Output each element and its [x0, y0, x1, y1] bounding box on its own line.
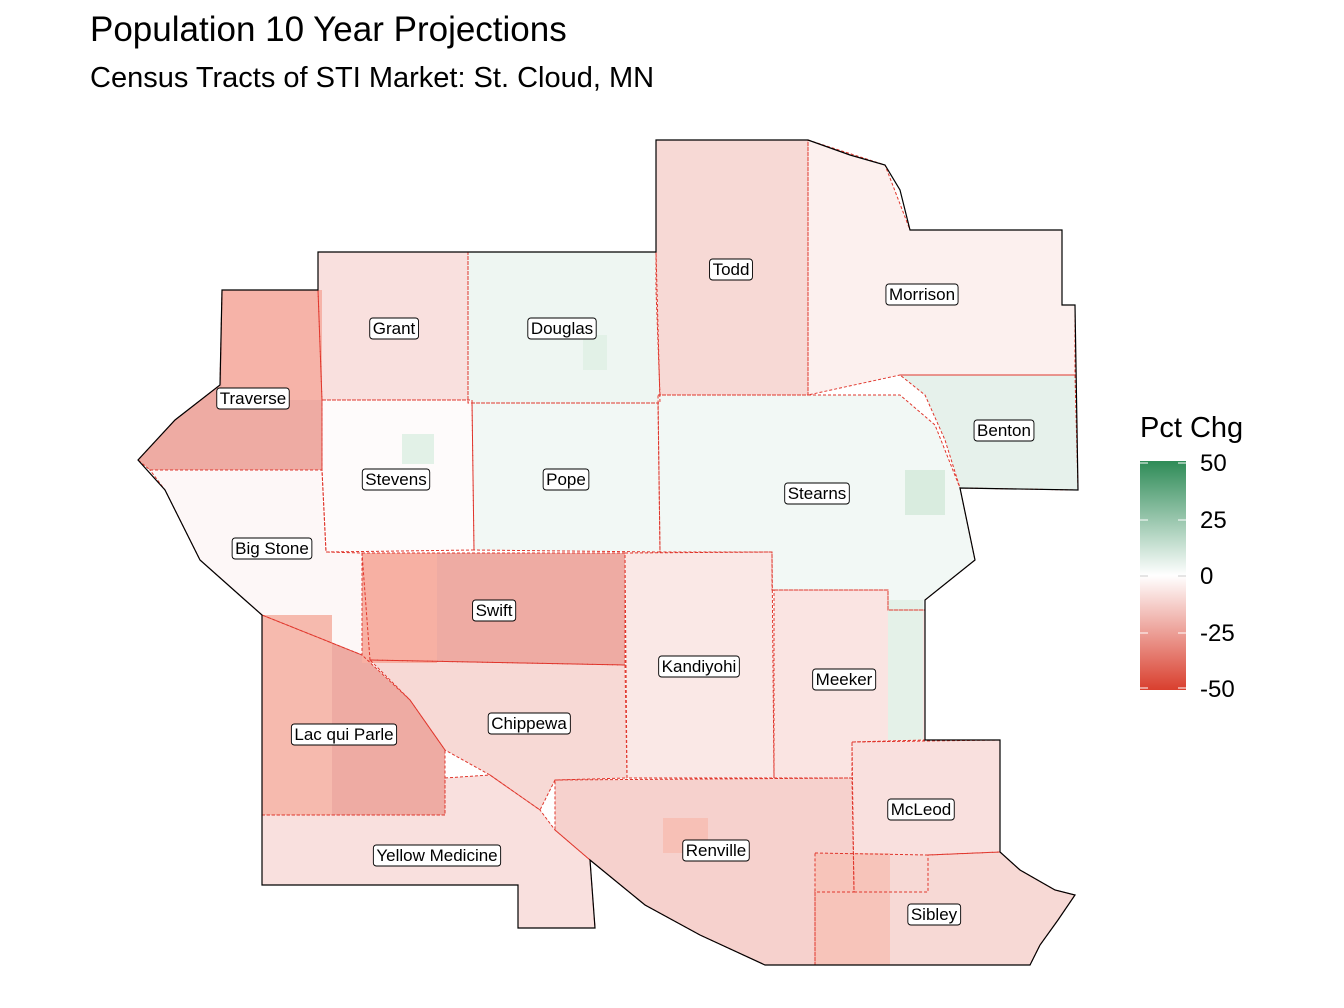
county-label-sibley: Sibley [907, 903, 962, 926]
county-label-stearns: Stearns [784, 482, 850, 505]
county-label-text: Traverse [220, 389, 286, 408]
county-border-morrison [807, 139, 1076, 396]
market-outline [137, 139, 1079, 966]
county-label-text: Renville [686, 841, 746, 860]
legend-title: Pct Chg [1140, 412, 1244, 444]
county-label-box [682, 839, 750, 862]
county-border-stevens [321, 399, 475, 553]
county-label-lac-qui-parle: Lac qui Parle [290, 723, 398, 746]
county-label-text: Yellow Medicine [376, 846, 497, 865]
county-label-box [472, 599, 517, 622]
county-label-box [907, 903, 962, 926]
county-label-text: Chippewa [491, 714, 567, 733]
county-label-box [361, 468, 431, 491]
county-label-stevens: Stevens [361, 468, 431, 491]
county-label-text: Sibley [911, 905, 958, 924]
county-label-grant: Grant [369, 317, 419, 340]
tract-patch [583, 335, 607, 370]
county-label-box [542, 468, 590, 491]
tract-patch [262, 615, 332, 815]
county-border-benton [898, 374, 1079, 491]
county-renville [555, 778, 854, 965]
county-label-box [784, 482, 850, 505]
legend-tick-label: 25 [1200, 507, 1227, 534]
county-label-box [231, 537, 313, 560]
county-label-text: Todd [713, 260, 750, 279]
county-label-traverse: Traverse [216, 387, 290, 410]
county-label-chippewa: Chippewa [487, 712, 571, 735]
tract-patch [222, 290, 322, 400]
county-label-text: Morrison [889, 285, 955, 304]
county-label-text: Benton [977, 421, 1031, 440]
county-label-box [812, 668, 877, 691]
county-border-chippewa [368, 659, 628, 811]
county-label-benton: Benton [973, 419, 1035, 442]
county-label-kandiyohi: Kandiyohi [658, 655, 740, 678]
county-labels: Todd Morrison Grant Douglas Traverse Benton St… [216, 258, 1035, 926]
county-morrison [808, 140, 1075, 395]
county-label-text: McLeod [891, 800, 951, 819]
county-label-box [885, 283, 959, 306]
tract-patch [888, 600, 923, 740]
county-label-text: Big Stone [235, 539, 309, 558]
county-label-box [973, 419, 1035, 442]
county-border-mcleod [851, 739, 1001, 893]
legend-tick-label: -25 [1200, 620, 1235, 647]
legend-tick-label: 50 [1200, 450, 1227, 477]
county-label-text: Meeker [816, 670, 873, 689]
county-label-box [527, 317, 597, 340]
county-label-todd: Todd [709, 258, 753, 281]
county-label-box [658, 655, 740, 678]
county-label-big-stone: Big Stone [231, 537, 313, 560]
county-big-stone [150, 470, 362, 655]
county-label-text: Grant [373, 319, 416, 338]
tract-patch [402, 434, 434, 464]
market-outline-path [137, 139, 1079, 966]
county-label-morrison: Morrison [885, 283, 959, 306]
county-label-renville: Renville [682, 839, 750, 862]
map-title: Population 10 Year Projections [90, 10, 567, 49]
county-label-text: Douglas [531, 319, 593, 338]
map-subtitle: Census Tracts of STI Market: St. Cloud, … [90, 62, 655, 94]
county-chippewa [370, 660, 627, 810]
legend-ticks-marks [1140, 462, 1186, 689]
county-label-text: Kandiyohi [662, 657, 737, 676]
county-label-mcleod: McLeod [887, 798, 955, 821]
tract-patch [362, 553, 437, 663]
county-label-yellow-medicine: Yellow Medicine [372, 844, 502, 867]
legend-tick-label: 0 [1200, 563, 1214, 590]
tract-patch [815, 853, 890, 965]
legend-tick-label: -50 [1200, 676, 1235, 703]
county-label-swift: Swift [472, 599, 517, 622]
county-label-douglas: Douglas [527, 317, 597, 340]
county-label-box [290, 723, 398, 746]
county-label-text: Pope [546, 470, 586, 489]
county-label-box [887, 798, 955, 821]
county-border-kandiyohi [624, 551, 775, 779]
county-label-meeker: Meeker [812, 668, 877, 691]
county-label-text: Swift [476, 601, 513, 620]
county-label-text: Lac qui Parle [294, 725, 393, 744]
county-label-box [487, 712, 571, 735]
county-label-text: Stearns [788, 484, 847, 503]
county-label-pope: Pope [542, 468, 590, 491]
tract-detail [222, 290, 945, 965]
county-label-box [369, 317, 419, 340]
tract-patch [905, 470, 945, 515]
county-label-box [216, 387, 290, 410]
county-label-box [709, 258, 753, 281]
county-label-box [372, 844, 502, 867]
county-label-text: Stevens [365, 470, 426, 489]
